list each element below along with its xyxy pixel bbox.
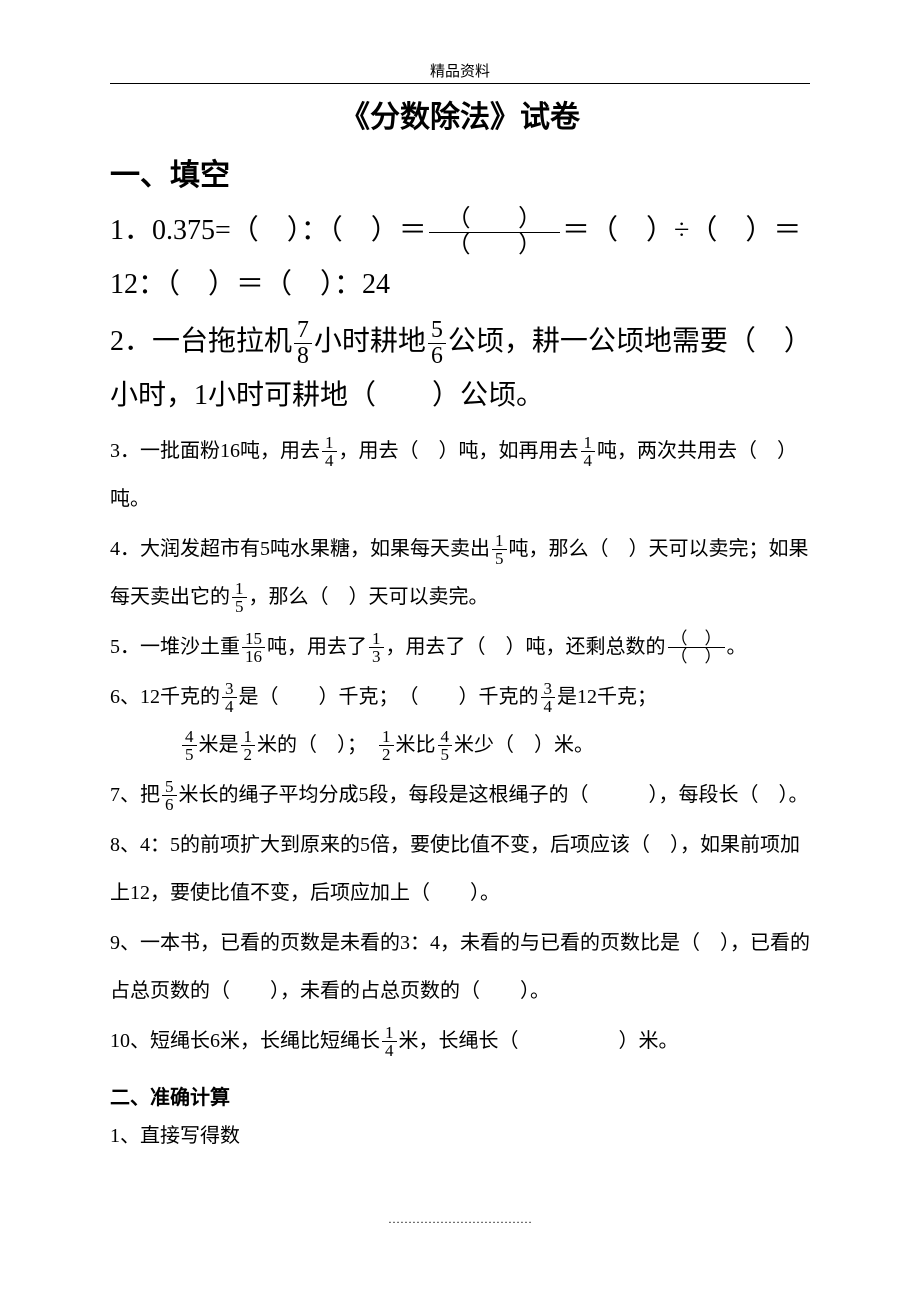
- fraction-numerator: 1: [581, 434, 596, 453]
- q6-text-f: 米比: [396, 734, 436, 756]
- q3-fraction-1: 14: [322, 434, 337, 471]
- fraction-numerator: 1: [232, 580, 247, 599]
- question-7: 7、把56米长的绳子平均分成5段，每段是这根绳子的（ ），每段长（ ）。: [110, 771, 810, 819]
- q5-fraction-1: 1516: [242, 630, 265, 667]
- question-3: 3．一批面粉16吨，用去14，用去（ ）吨，如再用去14吨，两次共用去（ ）吨。: [110, 427, 810, 523]
- q5-fraction-2: 13: [369, 630, 384, 667]
- fraction-numerator: 1: [382, 1024, 397, 1043]
- question-1: 1．0.375=（ ）：（ ）＝（ ）（ ）＝（ ）÷（ ）＝12：（ ）＝（ …: [110, 204, 810, 311]
- fraction-numerator: 3: [222, 680, 237, 699]
- q4-text-c: ，那么（ ）天可以卖完。: [249, 586, 489, 608]
- q6-text-b: 是（ ）千克； （ ）千克的: [239, 686, 539, 708]
- q6-text-e: 米的（ ）；: [257, 734, 377, 756]
- question-9: 9、一本书，已看的页数是未看的3：4，未看的与已看的页数比是（ ），已看的占总页…: [110, 919, 810, 1015]
- section-2-heading: 二、准确计算: [110, 1081, 810, 1110]
- q7-text-a: 7、把: [110, 784, 160, 806]
- fraction-denominator: 6: [162, 796, 177, 814]
- q7-text-b: 米长的绳子平均分成5段，每段是这根绳子的（ ），每段长（ ）。: [179, 784, 809, 806]
- q4-fraction-2: 15: [232, 580, 247, 617]
- document-title: 《分数除法》试卷: [110, 92, 810, 136]
- question-8: 8、4：5的前项扩大到原来的5倍，要使比值不变，后项应该（ ），如果前项加上12…: [110, 821, 810, 917]
- fraction-denominator: 4: [541, 698, 556, 716]
- fraction-denominator: 2: [379, 746, 394, 764]
- q5-fraction-3: （ ）（ ）: [668, 630, 725, 667]
- fraction-denominator: （ ）: [429, 233, 560, 258]
- q6-line2: 45米是12米的（ ）； 12米比45米少（ ）米。: [110, 721, 594, 769]
- page-footer: ………………………………: [110, 1212, 810, 1227]
- fraction-denominator: 4: [322, 452, 337, 470]
- page: 精品资料 《分数除法》试卷 一、填空 1．0.375=（ ）：（ ）＝（ ）（ …: [0, 0, 920, 1303]
- q2-fraction-1: 78: [294, 318, 312, 369]
- q3-text-a: 3．一批面粉16吨，用去: [110, 440, 320, 462]
- fraction-numerator: 15: [242, 630, 265, 649]
- fraction-denominator: 4: [581, 452, 596, 470]
- q6-fraction-2: 34: [541, 680, 556, 717]
- q4-text-a: 4．大润发超市有5吨水果糖，如果每天卖出: [110, 538, 490, 560]
- fraction-numerator: 3: [541, 680, 556, 699]
- q6-text-c: 是12千克；: [557, 686, 657, 708]
- question-2: 2．一台拖拉机78小时耕地56公顷，耕一公顷地需要（ ）小时，1小时可耕地（ ）…: [110, 315, 810, 422]
- fraction-denominator: 5: [182, 746, 197, 764]
- q2-text-a: 2．一台拖拉机: [110, 326, 292, 357]
- q10-text-b: 米，长绳长（ ）米。: [399, 1030, 679, 1052]
- q6-fraction-3: 45: [182, 728, 197, 765]
- fraction-denominator: 16: [242, 648, 265, 666]
- q6-fraction-1: 34: [222, 680, 237, 717]
- page-header: 精品资料: [110, 60, 810, 84]
- q6-fraction-6: 45: [438, 728, 453, 765]
- q6-fraction-5: 12: [379, 728, 394, 765]
- q2-fraction-2: 56: [428, 318, 446, 369]
- q3-text-b: ，用去（ ）吨，如再用去: [339, 440, 579, 462]
- fraction-numerator: 1: [369, 630, 384, 649]
- q5-text-b: 吨，用去了: [267, 636, 367, 658]
- fraction-numerator: 4: [182, 728, 197, 747]
- q3-fraction-2: 14: [581, 434, 596, 471]
- fraction-denominator: 4: [382, 1042, 397, 1060]
- q2-text-b: 小时耕地: [314, 326, 426, 357]
- fraction-denominator: 3: [369, 648, 384, 666]
- question-10: 10、短绳长6米，长绳比短绳长14米，长绳长（ ）米。: [110, 1017, 810, 1065]
- q6-text-a: 6、12千克的: [110, 686, 220, 708]
- fraction-denominator: 6: [428, 344, 446, 369]
- fraction-numerator: 1: [322, 434, 337, 453]
- q4-fraction-1: 15: [492, 532, 507, 569]
- fraction-denominator: 4: [222, 698, 237, 716]
- q5-text-d: 。: [727, 636, 747, 658]
- q10-fraction-1: 14: [382, 1024, 397, 1061]
- fraction-numerator: 1: [379, 728, 394, 747]
- q6-text-g: 米少（ ）米。: [454, 734, 594, 756]
- fraction-numerator: （ ）: [429, 207, 560, 233]
- fraction-denominator: （ ）: [668, 648, 725, 666]
- q1-text-a: 1．0.375=（ ）：（ ）＝: [110, 215, 427, 246]
- fraction-numerator: 5: [428, 318, 446, 344]
- q5-text-a: 5．一堆沙土重: [110, 636, 240, 658]
- fraction-denominator: 8: [294, 344, 312, 369]
- section-1-heading: 一、填空: [110, 150, 810, 194]
- question-6: 6、12千克的34是（ ）千克； （ ）千克的34是12千克； 45米是12米的…: [110, 673, 810, 769]
- fraction-numerator: 5: [162, 778, 177, 797]
- question-5: 5．一堆沙土重1516吨，用去了13，用去了（ ）吨，还剩总数的（ ）（ ）。: [110, 623, 810, 671]
- q10-text-a: 10、短绳长6米，长绳比短绳长: [110, 1030, 380, 1052]
- fraction-denominator: 5: [492, 550, 507, 568]
- section-2-q1: 1、直接写得数: [110, 1112, 810, 1160]
- question-4: 4．大润发超市有5吨水果糖，如果每天卖出15吨，那么（ ）天可以卖完；如果每天卖…: [110, 525, 810, 621]
- fraction-denominator: 2: [241, 746, 256, 764]
- fraction-numerator: （ ）: [668, 630, 725, 649]
- fraction-denominator: 5: [232, 598, 247, 616]
- fraction-numerator: 1: [241, 728, 256, 747]
- q7-fraction-1: 56: [162, 778, 177, 815]
- q6-fraction-4: 12: [241, 728, 256, 765]
- fraction-numerator: 4: [438, 728, 453, 747]
- q1-fraction-blank: （ ）（ ）: [429, 207, 560, 258]
- fraction-numerator: 1: [492, 532, 507, 551]
- q6-text-d: 米是: [199, 734, 239, 756]
- fraction-numerator: 7: [294, 318, 312, 344]
- fraction-denominator: 5: [438, 746, 453, 764]
- q5-text-c: ，用去了（ ）吨，还剩总数的: [386, 636, 666, 658]
